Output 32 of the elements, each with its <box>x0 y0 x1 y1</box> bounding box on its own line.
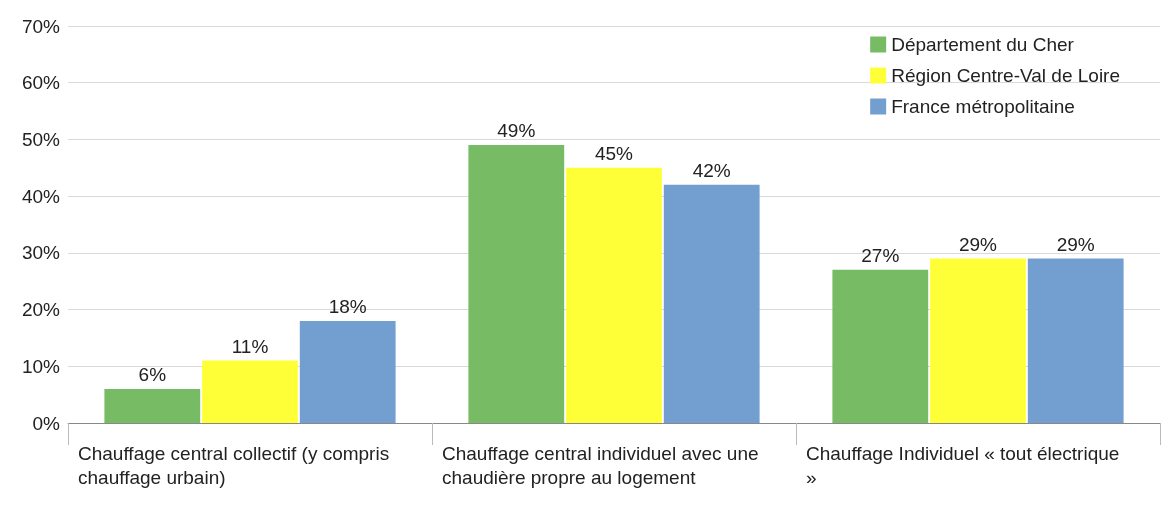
x-tick-label: Chauffage central individuel avec une chaudière propre au logement <box>442 442 764 488</box>
bar <box>104 388 201 423</box>
data-label: 49% <box>497 120 536 142</box>
legend-label: Région Centre-Val de Loire <box>891 65 1121 86</box>
data-label: 29% <box>958 233 998 255</box>
y-tick-label: 20% <box>21 299 61 321</box>
y-tick-label: 30% <box>21 242 61 264</box>
y-tick-label: 0% <box>32 412 61 434</box>
bar <box>566 167 662 423</box>
data-label: 11% <box>231 335 269 357</box>
x-tick-label: Chauffage central collectif (y compris chauffage urbain) <box>78 442 395 488</box>
y-tick-label: 60% <box>21 72 61 94</box>
y-tick-label: 40% <box>21 185 61 207</box>
legend-label: France métropolitaine <box>891 96 1075 117</box>
x-tick-label: Chauffage Individuel « tout électrique » <box>806 442 1125 488</box>
data-label: 18% <box>328 295 367 317</box>
y-tick-label: 70% <box>21 15 61 37</box>
y-tick-label: 50% <box>21 128 61 150</box>
data-label: 27% <box>861 244 900 266</box>
bar <box>832 269 929 423</box>
bar <box>663 184 760 423</box>
data-label: 45% <box>594 142 634 164</box>
bar <box>1027 258 1124 423</box>
data-label: 29% <box>1056 233 1095 255</box>
data-label: 42% <box>692 159 731 181</box>
bar <box>202 360 298 423</box>
bar <box>930 258 1026 423</box>
legend-label: Département du Cher <box>891 34 1075 55</box>
bar <box>468 145 565 423</box>
bar <box>299 320 396 423</box>
data-label: 6% <box>138 363 167 385</box>
y-tick-label: 10% <box>21 355 61 377</box>
